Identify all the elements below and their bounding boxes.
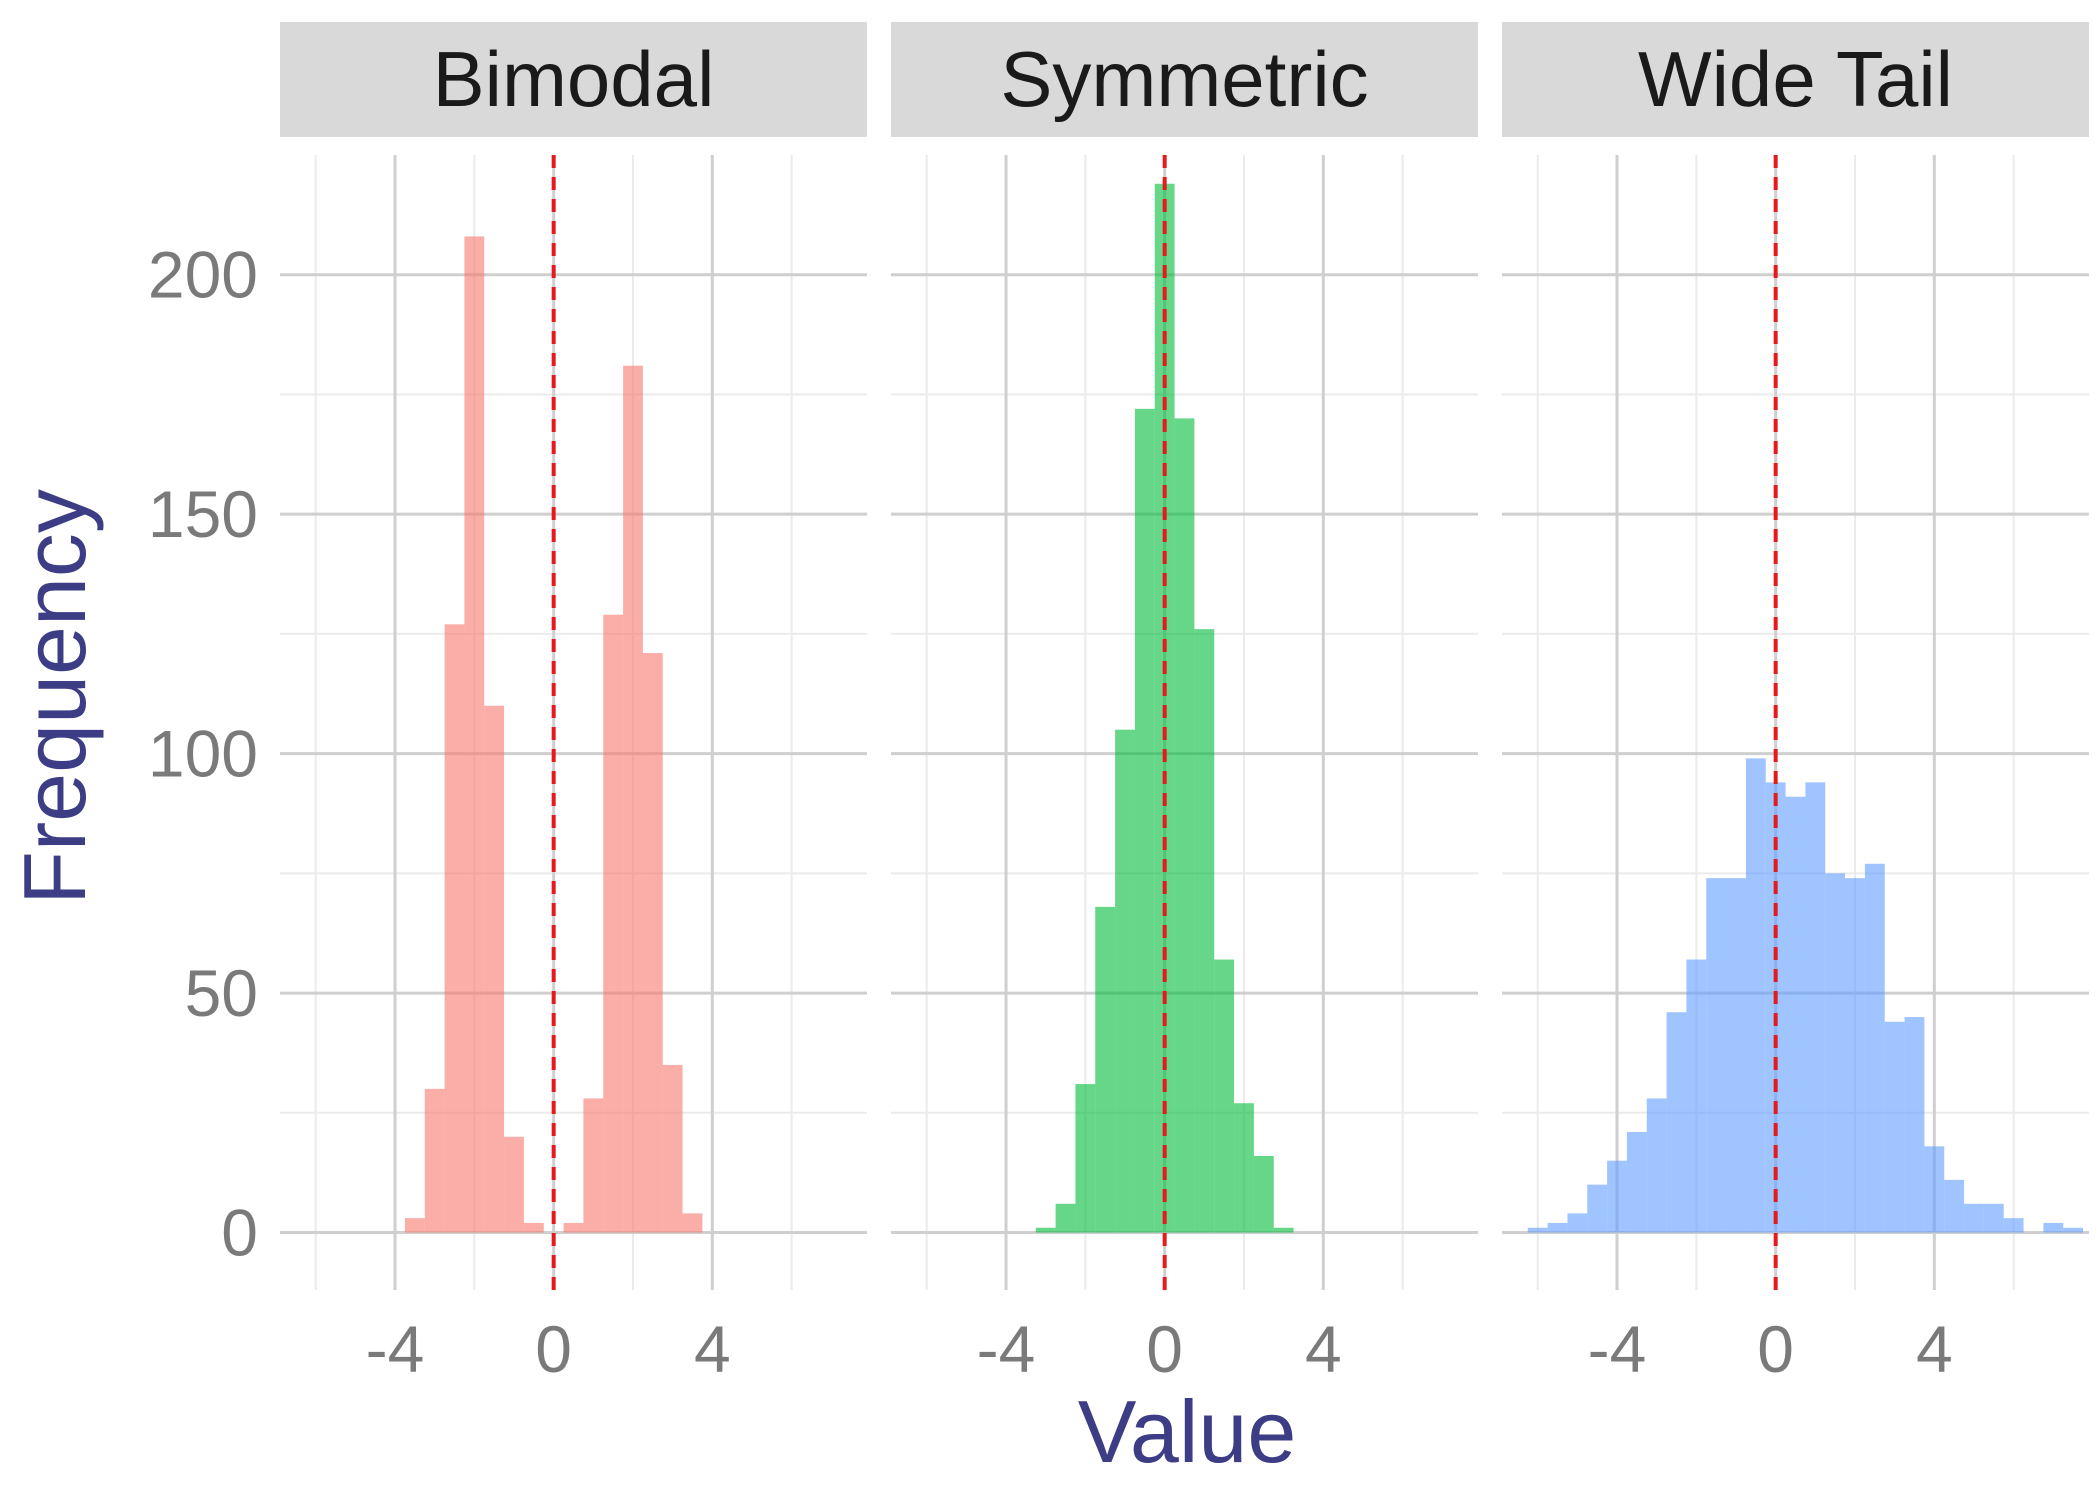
histogram-bar [1904, 1017, 1925, 1233]
histogram-bar [662, 1064, 683, 1233]
x-tick-label: 4 [1305, 1312, 1342, 1386]
histogram-bars [404, 236, 703, 1233]
histogram-bar [1726, 878, 1746, 1233]
histogram-bar [1253, 1155, 1274, 1233]
histogram-bar [1805, 782, 1826, 1233]
histogram-bar [1845, 878, 1865, 1233]
y-tick-label: 200 [148, 238, 258, 312]
histogram-bar [2043, 1222, 2064, 1233]
histogram-bar [2063, 1227, 2084, 1233]
histogram-bar [1864, 863, 1885, 1233]
histogram-bar [1075, 1084, 1096, 1233]
x-tick-label: -4 [366, 1312, 425, 1386]
histogram-bar [1825, 873, 1846, 1233]
histogram-bar [1527, 1227, 1548, 1233]
histogram-bar [404, 1218, 425, 1233]
histogram-bar [2003, 1218, 2024, 1233]
facet-panel-3: Wide Tail -4 0 4 [1502, 22, 2089, 1386]
histogram-bar [1273, 1227, 1294, 1233]
y-tick-label: 50 [185, 956, 258, 1030]
histogram-bar [1924, 1146, 1945, 1233]
histogram-bar [603, 614, 624, 1233]
histogram-bars [1035, 183, 1294, 1233]
facet-strip [280, 22, 867, 137]
histogram-bar [1983, 1203, 2004, 1233]
histogram-bar [523, 1222, 544, 1233]
histogram-bar [583, 1098, 604, 1233]
facet-strip [891, 22, 1478, 137]
histogram-bar [444, 624, 465, 1233]
histogram-bar [682, 1213, 703, 1233]
histogram-bars [1527, 758, 2084, 1233]
histogram-bar [504, 1136, 524, 1233]
x-tick-label: -4 [977, 1312, 1036, 1386]
facet-panel-1: Bimodal -4 0 4 [280, 22, 867, 1386]
histogram-bar [1884, 1021, 1905, 1233]
histogram-bar [1567, 1213, 1588, 1233]
y-axis-title: Frequency [5, 489, 104, 905]
histogram-bar [1706, 878, 1727, 1233]
histogram-bar [642, 653, 663, 1233]
x-tick-label: 4 [694, 1312, 731, 1386]
histogram-bar [1626, 1131, 1647, 1233]
x-tick-label: 0 [1757, 1312, 1794, 1386]
histogram-bar [1944, 1179, 1965, 1233]
histogram-bar [424, 1088, 445, 1233]
histogram-bar [1234, 1103, 1254, 1233]
histogram-bar [1194, 629, 1215, 1233]
histogram-bar [1607, 1160, 1627, 1233]
y-tick-label: 0 [221, 1196, 258, 1270]
facet-strip-label: Wide Tail [1638, 35, 1953, 123]
histogram-bar [1174, 418, 1195, 1233]
x-tick-label: 0 [535, 1312, 572, 1386]
facet-strip-label: Bimodal [433, 35, 715, 123]
facet-strip-label: Symmetric [1000, 35, 1368, 123]
histogram-bar [563, 1222, 584, 1233]
y-tick-label: 150 [148, 477, 258, 551]
histogram-bar [1765, 782, 1786, 1233]
histogram-bar [484, 705, 505, 1233]
histogram-bar [1547, 1222, 1568, 1233]
x-tick-label: -4 [1588, 1312, 1647, 1386]
histogram-bar [1666, 1012, 1687, 1233]
histogram-bar [1095, 906, 1116, 1233]
histogram-bar [1964, 1203, 1984, 1233]
histogram-bar [1035, 1227, 1056, 1233]
histogram-bar [1785, 796, 1806, 1233]
histogram-bar [1587, 1184, 1608, 1233]
histogram-bar [1686, 959, 1707, 1233]
x-tick-label: 0 [1146, 1312, 1183, 1386]
histogram-bar [1134, 408, 1155, 1233]
y-axis: 0 50 100 150 200 [148, 238, 258, 1270]
facet-panel-2: Symmetric -4 0 4 [891, 22, 1478, 1386]
histogram-bar [1115, 729, 1135, 1233]
histogram-bar [1745, 758, 1766, 1233]
histogram-bar [623, 365, 643, 1233]
y-tick-label: 100 [148, 717, 258, 791]
x-tick-label: 4 [1916, 1312, 1953, 1386]
histogram-bar [1055, 1203, 1076, 1233]
x-axis-title: Value [1078, 1382, 1297, 1481]
histogram-bar [1646, 1098, 1667, 1233]
facets: Bimodal -4 0 4 Symmetric -4 0 4 Wide Tail -4 0 4 [280, 22, 2089, 1386]
facet-strip [1502, 22, 2089, 137]
gridlines [280, 155, 867, 1290]
histogram-bar [464, 236, 485, 1233]
histogram-bar [1214, 959, 1235, 1233]
